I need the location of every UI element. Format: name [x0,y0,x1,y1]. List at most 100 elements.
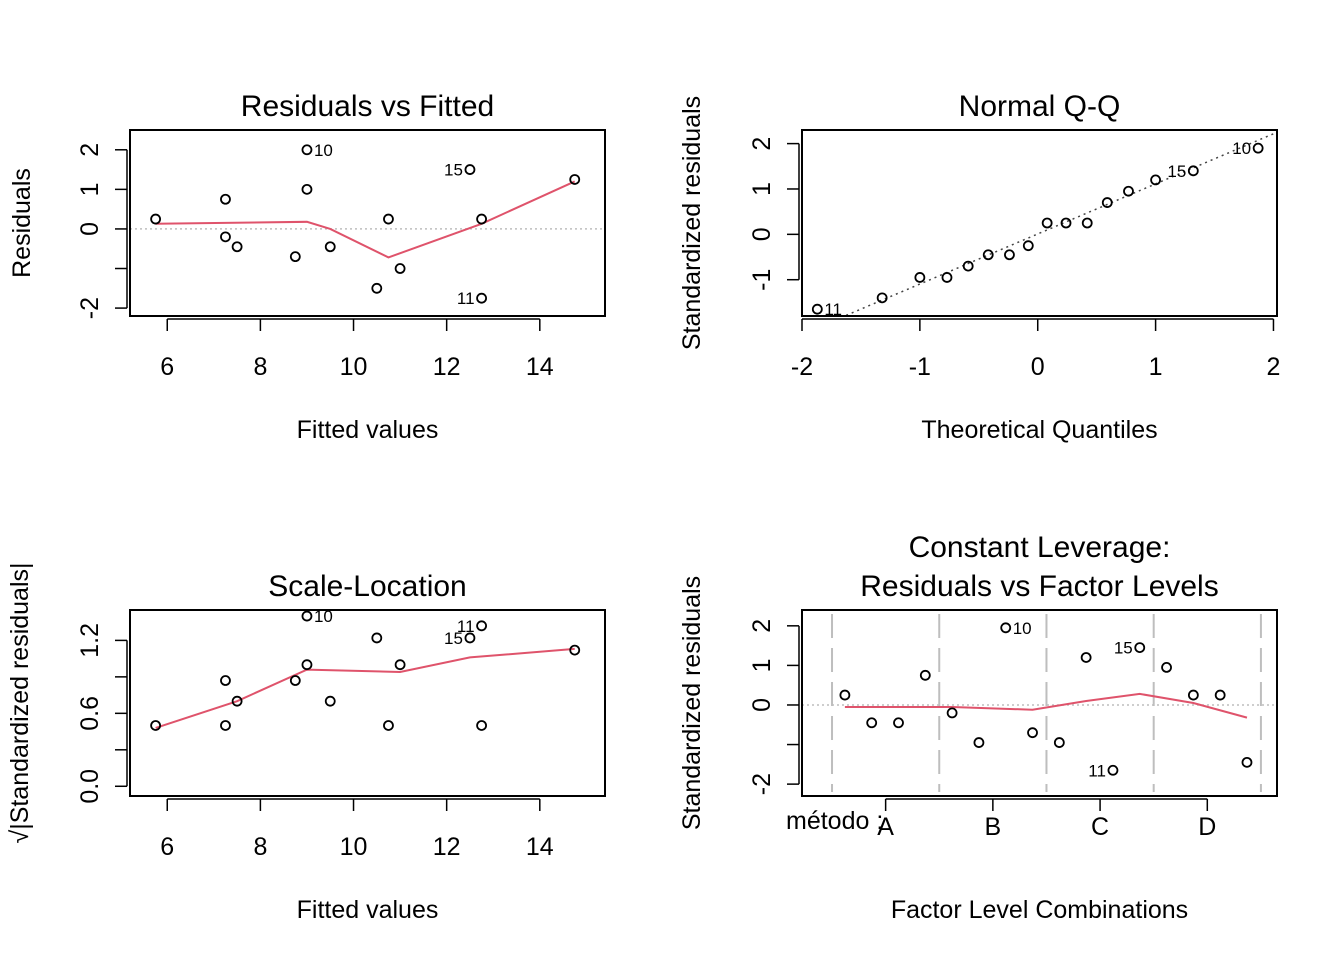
data-point [289,675,301,686]
data-point [220,720,231,731]
data-point [220,675,231,686]
x-tick-label: 0 [1031,353,1045,381]
data-point [1252,142,1264,154]
data-point [150,213,162,225]
data-point [1134,642,1146,653]
y-tick-label: 0 [76,222,104,236]
point-label: 11 [457,617,475,636]
data-point [324,241,336,253]
point-label: 11 [1088,761,1106,780]
point-label: 10 [314,607,333,626]
x-tick-label: 6 [160,353,174,381]
data-point [1187,165,1199,177]
panel-residuals-vs-fitted: Residuals vs Fitted Fitted values Residual… [8,90,606,444]
data-point [1060,217,1072,229]
smooth-line [155,180,576,259]
data-point [1161,661,1172,673]
y-tick-label: 0.0 [76,769,104,804]
data-point [301,610,313,622]
y-tick-label: 0 [748,698,776,712]
data-point [231,241,243,253]
y-tick-label: 2 [748,619,776,633]
point-label: 11 [824,300,842,319]
data-point [941,272,953,283]
x-tick-label: 14 [526,353,554,381]
panel-scale-location: Scale-Location Fitted values √|Standardize… [6,562,606,924]
y-tick-label: -2 [76,297,104,319]
x-axis-label: Factor Level Combinations [891,896,1188,924]
data-point [289,251,301,263]
data-point [301,183,313,195]
x-tick-label: -2 [791,353,813,381]
chart-title: Constant Leverage: [909,531,1171,564]
point-label: 10 [314,141,333,160]
data-point [476,213,487,225]
point-label: 15 [444,629,463,648]
y-axis-label: Standardized residuals [678,576,706,830]
y-tick-label: 2 [748,137,776,151]
data-point [866,717,878,729]
x-tick-label: 2 [1267,353,1281,381]
data-point [464,164,476,175]
data-point [962,260,974,272]
data-point [324,695,336,707]
x-tick-label: 12 [433,833,461,861]
data-point [569,174,581,185]
panel-normal-qq: Normal Q-Q Theoretical Quantiles Standardi… [678,90,1280,444]
y-tick-label: -2 [748,773,776,795]
data-point [569,644,581,656]
y-axis-label: √|Standardized residuals| [6,562,34,843]
y-tick-label: 0.6 [76,696,104,731]
panel-constant-leverage: Constant Leverage: Residuals vs Factor Le… [678,531,1278,924]
plot-frame [129,129,606,317]
y-tick-label: 1 [748,182,776,196]
point-label: 10 [1232,139,1251,158]
x-tick-label: 10 [340,353,368,381]
chart-title: Residuals vs Fitted [241,90,494,123]
data-point [301,144,313,156]
data-point [231,695,243,707]
x-tick-label: 1 [1149,353,1163,381]
y-tick-label: 1.2 [76,623,104,658]
x-tick-label: 10 [340,833,368,861]
smooth-line [155,647,575,729]
qq-reference-line [842,131,1277,316]
chart-title: Scale-Location [268,570,466,603]
x-tick-label: A [877,813,894,841]
data-point [394,659,406,671]
data-point [371,282,383,294]
data-point [464,632,476,644]
x-tick-label: 6 [160,833,174,861]
chart-title-line2: Residuals vs Factor Levels [860,570,1218,603]
data-point [1241,756,1253,768]
data-point [150,720,162,731]
data-point [1041,217,1053,229]
x-tick-label: 14 [526,833,554,861]
x-tick-label: D [1198,813,1216,841]
data-point [476,292,487,304]
y-axis-label: Standardized residuals [678,96,706,350]
point-label: 15 [1114,639,1133,658]
data-point [1081,217,1093,229]
data-point [876,292,888,304]
x-axis-label: Fitted values [297,896,439,924]
y-axis-label: Residuals [8,168,36,278]
data-point [914,272,926,283]
x-tick-label: -1 [909,353,931,381]
data-point [1123,185,1134,197]
data-point [1004,249,1015,261]
data-point [220,193,231,205]
data-point [946,707,958,719]
data-point [476,720,487,731]
data-point [1027,727,1038,739]
y-tick-label: 0 [748,227,776,241]
data-point [1101,197,1113,208]
data-point [394,263,406,274]
y-tick-label: 2 [76,143,104,157]
x-tick-label: 8 [253,353,267,381]
x-tick-label: C [1091,813,1109,841]
y-tick-label: -1 [748,269,776,291]
x-tick-label: 12 [433,353,461,381]
data-point [811,303,823,315]
point-label: 15 [444,161,463,180]
